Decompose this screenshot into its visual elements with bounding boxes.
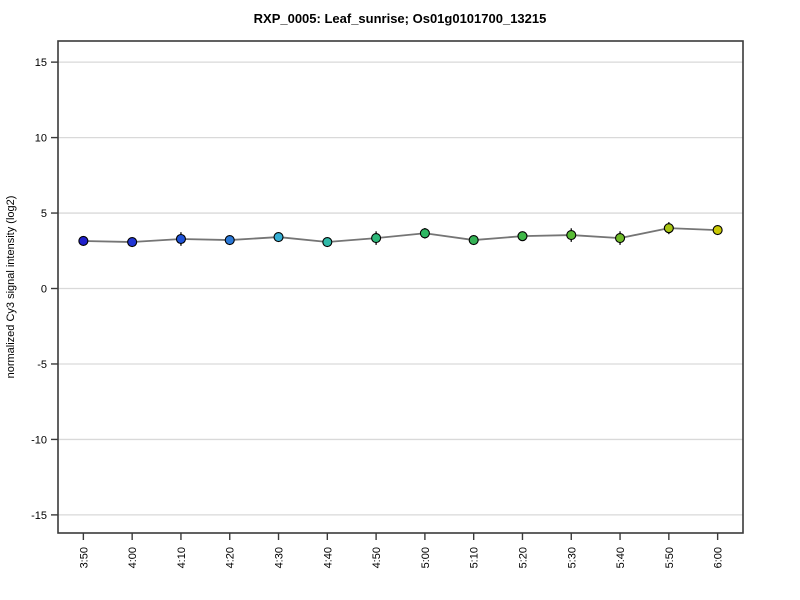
x-tick-label: 4:50 (371, 547, 383, 568)
x-tick-label: 3:50 (78, 547, 90, 568)
data-point (663, 223, 674, 234)
data-point (224, 235, 235, 246)
x-tick-label: 4:30 (274, 547, 286, 568)
data-point (468, 235, 479, 246)
y-tick-label: -5 (37, 359, 47, 371)
data-point (566, 230, 577, 241)
x-tick-label: 4:20 (225, 547, 237, 568)
data-point (78, 235, 89, 247)
x-tick-label: 5:10 (469, 547, 481, 568)
data-point (517, 231, 528, 242)
x-tick-label: 5:50 (664, 547, 676, 568)
y-tick-label: -15 (31, 510, 47, 522)
data-point (615, 233, 626, 244)
x-tick-label: 4:10 (176, 547, 188, 568)
y-tick-label: 5 (41, 208, 47, 220)
y-tick-label: 0 (41, 284, 47, 296)
x-tick-label: 5:30 (566, 547, 578, 568)
data-point (175, 233, 186, 245)
data-point (419, 228, 430, 239)
y-tick-label: 10 (35, 133, 47, 145)
data-point (712, 225, 723, 236)
data-point (371, 233, 382, 244)
x-tick-label: 5:40 (615, 547, 627, 568)
data-point (127, 236, 138, 248)
plot-area: -15 -10 -5 0 5 10 15 3:50 4:00 4:10 4:20 4:30 4:40 4:… (31, 40, 744, 568)
x-tick-label: 5:20 (517, 547, 529, 568)
series-line (83, 227, 718, 243)
y-tick-label: 15 (35, 57, 47, 69)
x-tick-label: 6:00 (713, 547, 725, 568)
x-tick-label: 5:00 (420, 547, 432, 568)
x-tick-label: 4:40 (322, 547, 334, 568)
plot-box (57, 40, 744, 534)
y-axis-title: normalized Cy3 signal intensity (log2) (5, 196, 17, 379)
y-tick-label: -10 (31, 434, 47, 446)
chart-title: RXP_0005: Leaf_sunrise; Os01g0101700_132… (254, 11, 547, 26)
x-tick-label: 4:00 (127, 547, 139, 568)
data-point (273, 231, 284, 243)
data-point (322, 236, 333, 248)
